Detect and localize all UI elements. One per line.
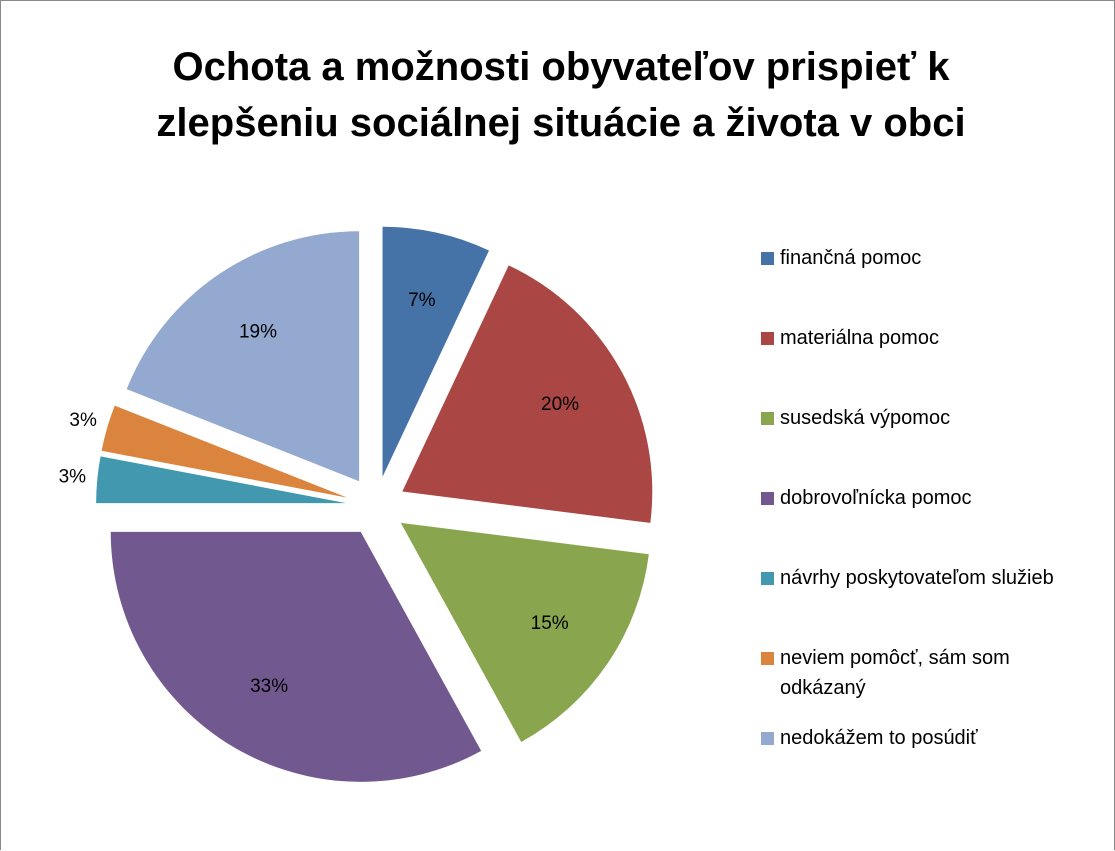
data-label: 15% <box>531 613 569 634</box>
pie-slice <box>400 522 649 742</box>
data-label: 19% <box>239 321 277 342</box>
legend-label: neviem pomôcť, sám som odkázaný <box>780 647 1010 699</box>
pie-slice <box>402 265 653 523</box>
legend-swatch <box>761 412 774 425</box>
legend-item: susedská výpomoc <box>761 403 1091 433</box>
data-label: 20% <box>541 394 579 415</box>
legend-swatch <box>761 732 774 745</box>
legend-item: materiálna pomoc <box>761 323 1091 353</box>
legend-item: návrhy poskytovateľom služieb <box>761 563 1091 593</box>
pie-slice <box>382 226 489 477</box>
data-label: 3% <box>69 410 97 431</box>
data-label: 33% <box>250 676 288 697</box>
legend-swatch <box>761 572 774 585</box>
legend-label: materiálna pomoc <box>780 327 939 349</box>
legend-label: susedská výpomoc <box>780 407 951 429</box>
legend-swatch <box>761 332 774 345</box>
data-label: 3% <box>59 466 87 487</box>
pie-slice <box>101 405 348 498</box>
chart-title: Ochota a možnosti obyvateľov prispieť k … <box>156 45 966 145</box>
legend-label: finančná pomoc <box>780 247 922 269</box>
legend-label: nedokážem to posúdiť <box>780 727 978 749</box>
legend-label: dobrovoľnícka pomoc <box>780 487 972 509</box>
data-label: 7% <box>408 290 436 311</box>
pie-slice <box>126 231 360 482</box>
legend-item: finančná pomoc <box>761 243 1091 273</box>
legend-swatch <box>761 492 774 505</box>
pie-slice <box>96 456 347 504</box>
legend-item: dobrovoľnícka pomoc <box>761 483 1091 513</box>
legend-label: návrhy poskytovateľom služieb <box>780 567 1054 589</box>
legend-item: neviem pomôcť, sám som odkázaný <box>761 643 1091 703</box>
legend-swatch <box>761 252 774 265</box>
legend-swatch <box>761 652 774 665</box>
legend-item: nedokážem to posúdiť <box>761 723 1091 753</box>
pie-slice <box>110 531 482 782</box>
